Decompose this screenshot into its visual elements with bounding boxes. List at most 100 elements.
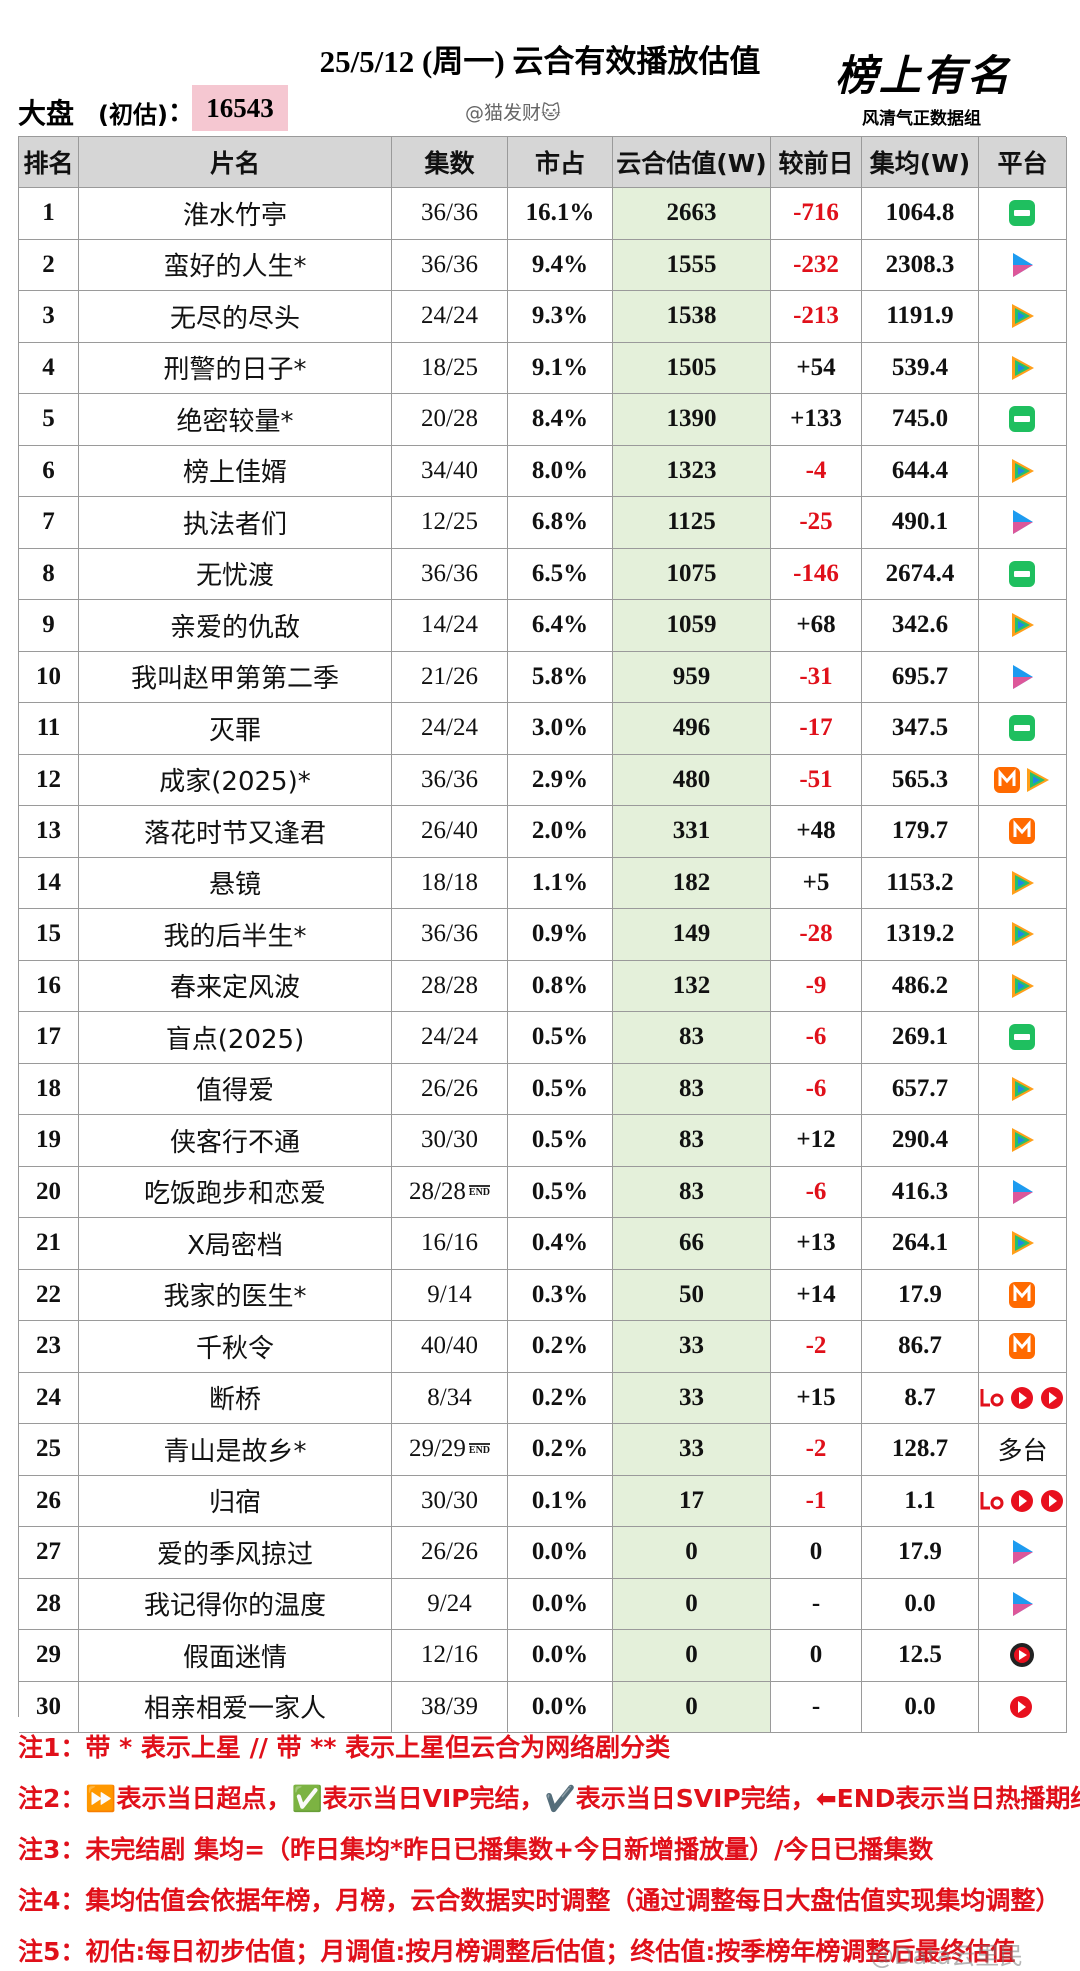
platform-icon [1017,1239,1025,1248]
table-cell: 13 [19,806,79,858]
platform-icons [1012,1591,1033,1616]
table-cell: 10 [19,651,79,703]
platform-cell [979,188,1067,240]
platform-cell: 多台 [979,1424,1067,1476]
table-cell: 86.7 [862,1321,979,1373]
table-cell: 23 [19,1321,79,1373]
table-cell: 2.0% [508,806,613,858]
platform-icons [1008,560,1035,587]
table-cell: 264.1 [862,1218,979,1270]
table-cell: 0.0% [508,1681,613,1733]
table-cell: 182 [613,857,771,909]
end-badge: END [468,1185,491,1199]
table-cell: 83 [613,1166,771,1218]
platform-icon [1017,1136,1025,1145]
table-cell: +14 [771,1269,862,1321]
platform-icon [1017,312,1025,321]
table-cell: +133 [771,394,862,446]
platform-icons [1009,1643,1034,1668]
platform-icons [1011,304,1034,329]
table-cell: 496 [613,703,771,755]
table-cell: 17.9 [862,1527,979,1579]
platform-cell [979,1218,1067,1270]
table-cell: 1075 [613,548,771,600]
table-cell: -6 [771,1063,862,1115]
table-cell: 4 [19,342,79,394]
table-cell: 24/24 [392,1012,508,1064]
table-cell: 19 [19,1115,79,1167]
table-cell: -146 [771,548,862,600]
platform-cell [979,1630,1067,1682]
table-cell: 1153.2 [862,857,979,909]
table-cell: 11 [19,703,79,755]
platform-cell [979,1578,1067,1630]
note: 注5：初估:每日初步估值；月调值:按月榜调整后估值；终估值:按季榜年榜调整后最终… [18,1937,1016,1966]
table-cell: 2663 [613,188,771,240]
table-cell: 1555 [613,239,771,291]
column-header: 片名 [79,137,392,188]
platform-icon [1013,570,1030,577]
platform-icons [993,766,1049,793]
table-cell: 0.5% [508,1166,613,1218]
platform-cell [979,960,1067,1012]
platform-icons [980,1386,1063,1409]
table-cell: 灭罪 [79,703,392,755]
platform-cell [979,600,1067,652]
table-cell: 16/16 [392,1218,508,1270]
table-cell: 28/28 [392,960,508,1012]
platform-cell [979,754,1067,806]
table-cell: 0.2% [508,1321,613,1373]
table-cell: - [771,1681,862,1733]
table-cell: 30 [19,1681,79,1733]
title: 25/5/12 (周一) 云合有效播放估值 [319,44,761,79]
table-cell: 128.7 [862,1424,979,1476]
table-cell: 6.5% [508,548,613,600]
table-cell: -51 [771,754,862,806]
table-cell: 6 [19,445,79,497]
platform-icon [1019,1391,1027,1404]
table-cell: -28 [771,909,862,961]
table-cell: 9.4% [508,239,613,291]
table-cell: 25 [19,1424,79,1476]
table-cell: -9 [771,960,862,1012]
table-cell: 我记得你的温度 [79,1578,392,1630]
table-cell: 331 [613,806,771,858]
table-cell: 0.2% [508,1372,613,1424]
table-cell: 20 [19,1166,79,1218]
column-header: 云合估值(W) [613,137,771,188]
table-cell: 959 [613,651,771,703]
table-cell: 12.5 [862,1630,979,1682]
note: 注3：未完结剧 集均=（昨日集均*昨日已播集数+今日新增播放量）/今日已播集数 [18,1835,934,1864]
platform-cell [979,1063,1067,1115]
table-cell: 15 [19,909,79,961]
table-cell: -6 [771,1166,862,1218]
platform-cell [979,1475,1067,1527]
platform-icon [1013,820,1030,838]
table-cell: 9.1% [508,342,613,394]
table-cell: 36/36 [392,909,508,961]
platform-icon [1012,1552,1033,1565]
table-cell: 成家(2025)* [79,754,392,806]
table-cell: 17 [19,1012,79,1064]
market-value: 16543 [192,85,288,131]
table-cell: 7 [19,497,79,549]
table-cell: 24 [19,1372,79,1424]
platform-icons [1011,458,1034,483]
table-cell: 28 [19,1578,79,1630]
table-cell: 我叫赵甲第第二季 [79,651,392,703]
platform-icon [1032,775,1040,784]
table-cell: 淮水竹亭 [79,188,392,240]
table-cell: +68 [771,600,862,652]
platform-icons [1008,1024,1035,1051]
table-cell: 539.4 [862,342,979,394]
platform-icon [1017,466,1025,475]
platform-cell [979,497,1067,549]
table-cell: 12/25 [392,497,508,549]
table-cell: 1 [19,188,79,240]
table-cell: 绝密较量* [79,394,392,446]
table-cell: +13 [771,1218,862,1270]
table-cell: 657.7 [862,1063,979,1115]
platform-icons [1008,715,1035,742]
platform-icon [1017,930,1025,939]
table-cell: 0.3% [508,1269,613,1321]
